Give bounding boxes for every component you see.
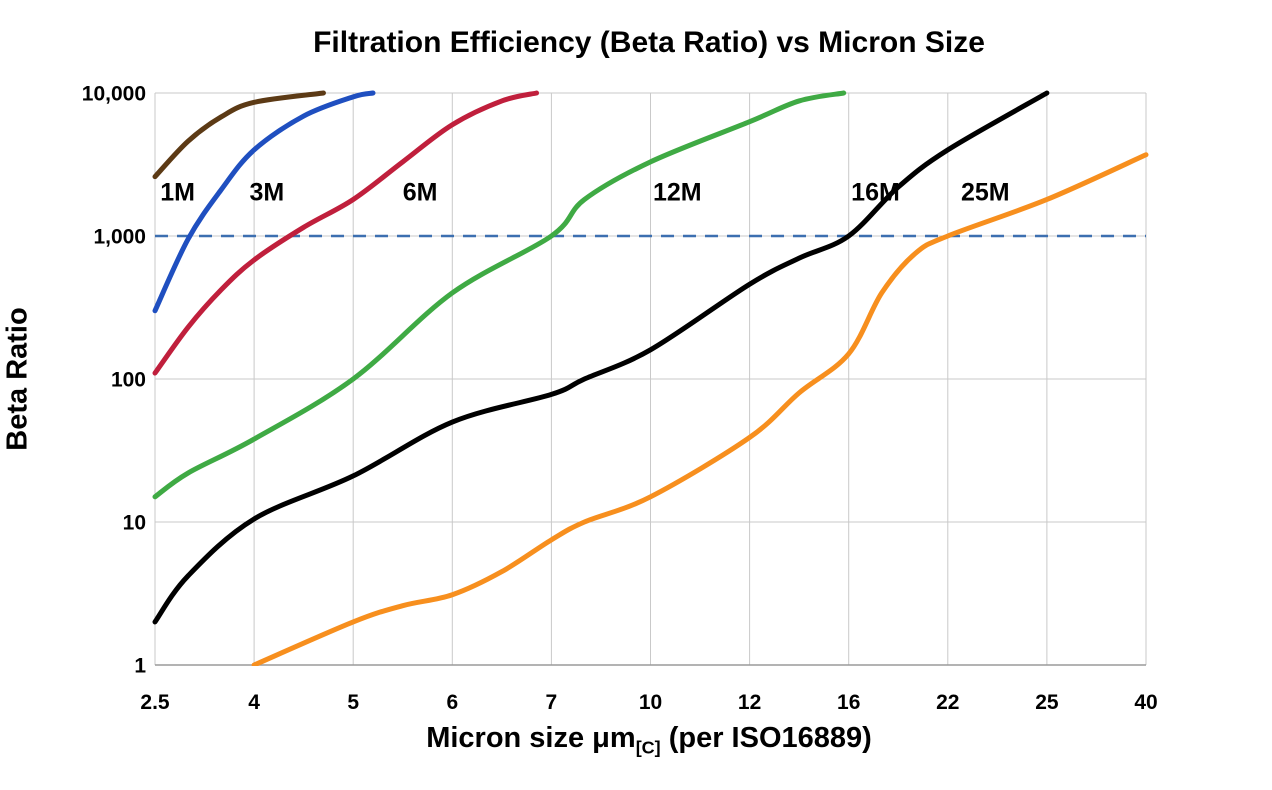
curves-group	[152, 90, 1149, 666]
x-tick-label: 10	[639, 691, 662, 714]
y-tick-label: 1,000	[93, 226, 146, 249]
series-label-25m: 25M	[961, 178, 1010, 206]
series-curve-6m	[152, 90, 540, 376]
x-axis-label-main: Micron size μm	[426, 722, 636, 754]
x-tick-label: 4	[248, 691, 260, 714]
x-tick-label: 6	[446, 691, 458, 714]
x-tick-label: 12	[738, 691, 761, 714]
y-tick-label: 1	[134, 655, 146, 678]
series-label-6m: 6M	[403, 178, 438, 206]
x-tick-label: 16	[837, 691, 860, 714]
series-curve-16m	[152, 90, 1050, 625]
x-axis-label-rest: (per ISO16889)	[660, 722, 872, 754]
series-curve-3m	[152, 90, 376, 314]
x-tick-label: 7	[546, 691, 558, 714]
chart-title: Filtration Efficiency (Beta Ratio) vs Mi…	[313, 26, 985, 59]
series-label-3m: 3M	[249, 178, 284, 206]
series-curve-1m	[152, 90, 326, 180]
y-tick-label: 100	[111, 369, 146, 392]
x-tick-label: 5	[347, 691, 359, 714]
series-label-1m: 1M	[160, 178, 195, 206]
series-label-16m: 16M	[851, 178, 900, 206]
x-tick-label: 2.5	[140, 691, 170, 714]
series-label-12m: 12M	[653, 178, 702, 206]
y-tick-label: 10,000	[82, 83, 146, 106]
y-axis-label: Beta Ratio	[1, 307, 34, 451]
x-tick-label: 22	[936, 691, 959, 714]
series-curve-25m	[251, 152, 1149, 666]
x-tick-label: 25	[1035, 691, 1059, 714]
series-curve-12m	[152, 90, 847, 500]
x-tick-label: 40	[1134, 691, 1157, 714]
x-axis-label-subscript: [C]	[635, 737, 661, 758]
y-tick-label: 10	[123, 512, 146, 535]
x-axis-label: Micron size μm[C] (per ISO16889)	[26, 722, 1272, 758]
